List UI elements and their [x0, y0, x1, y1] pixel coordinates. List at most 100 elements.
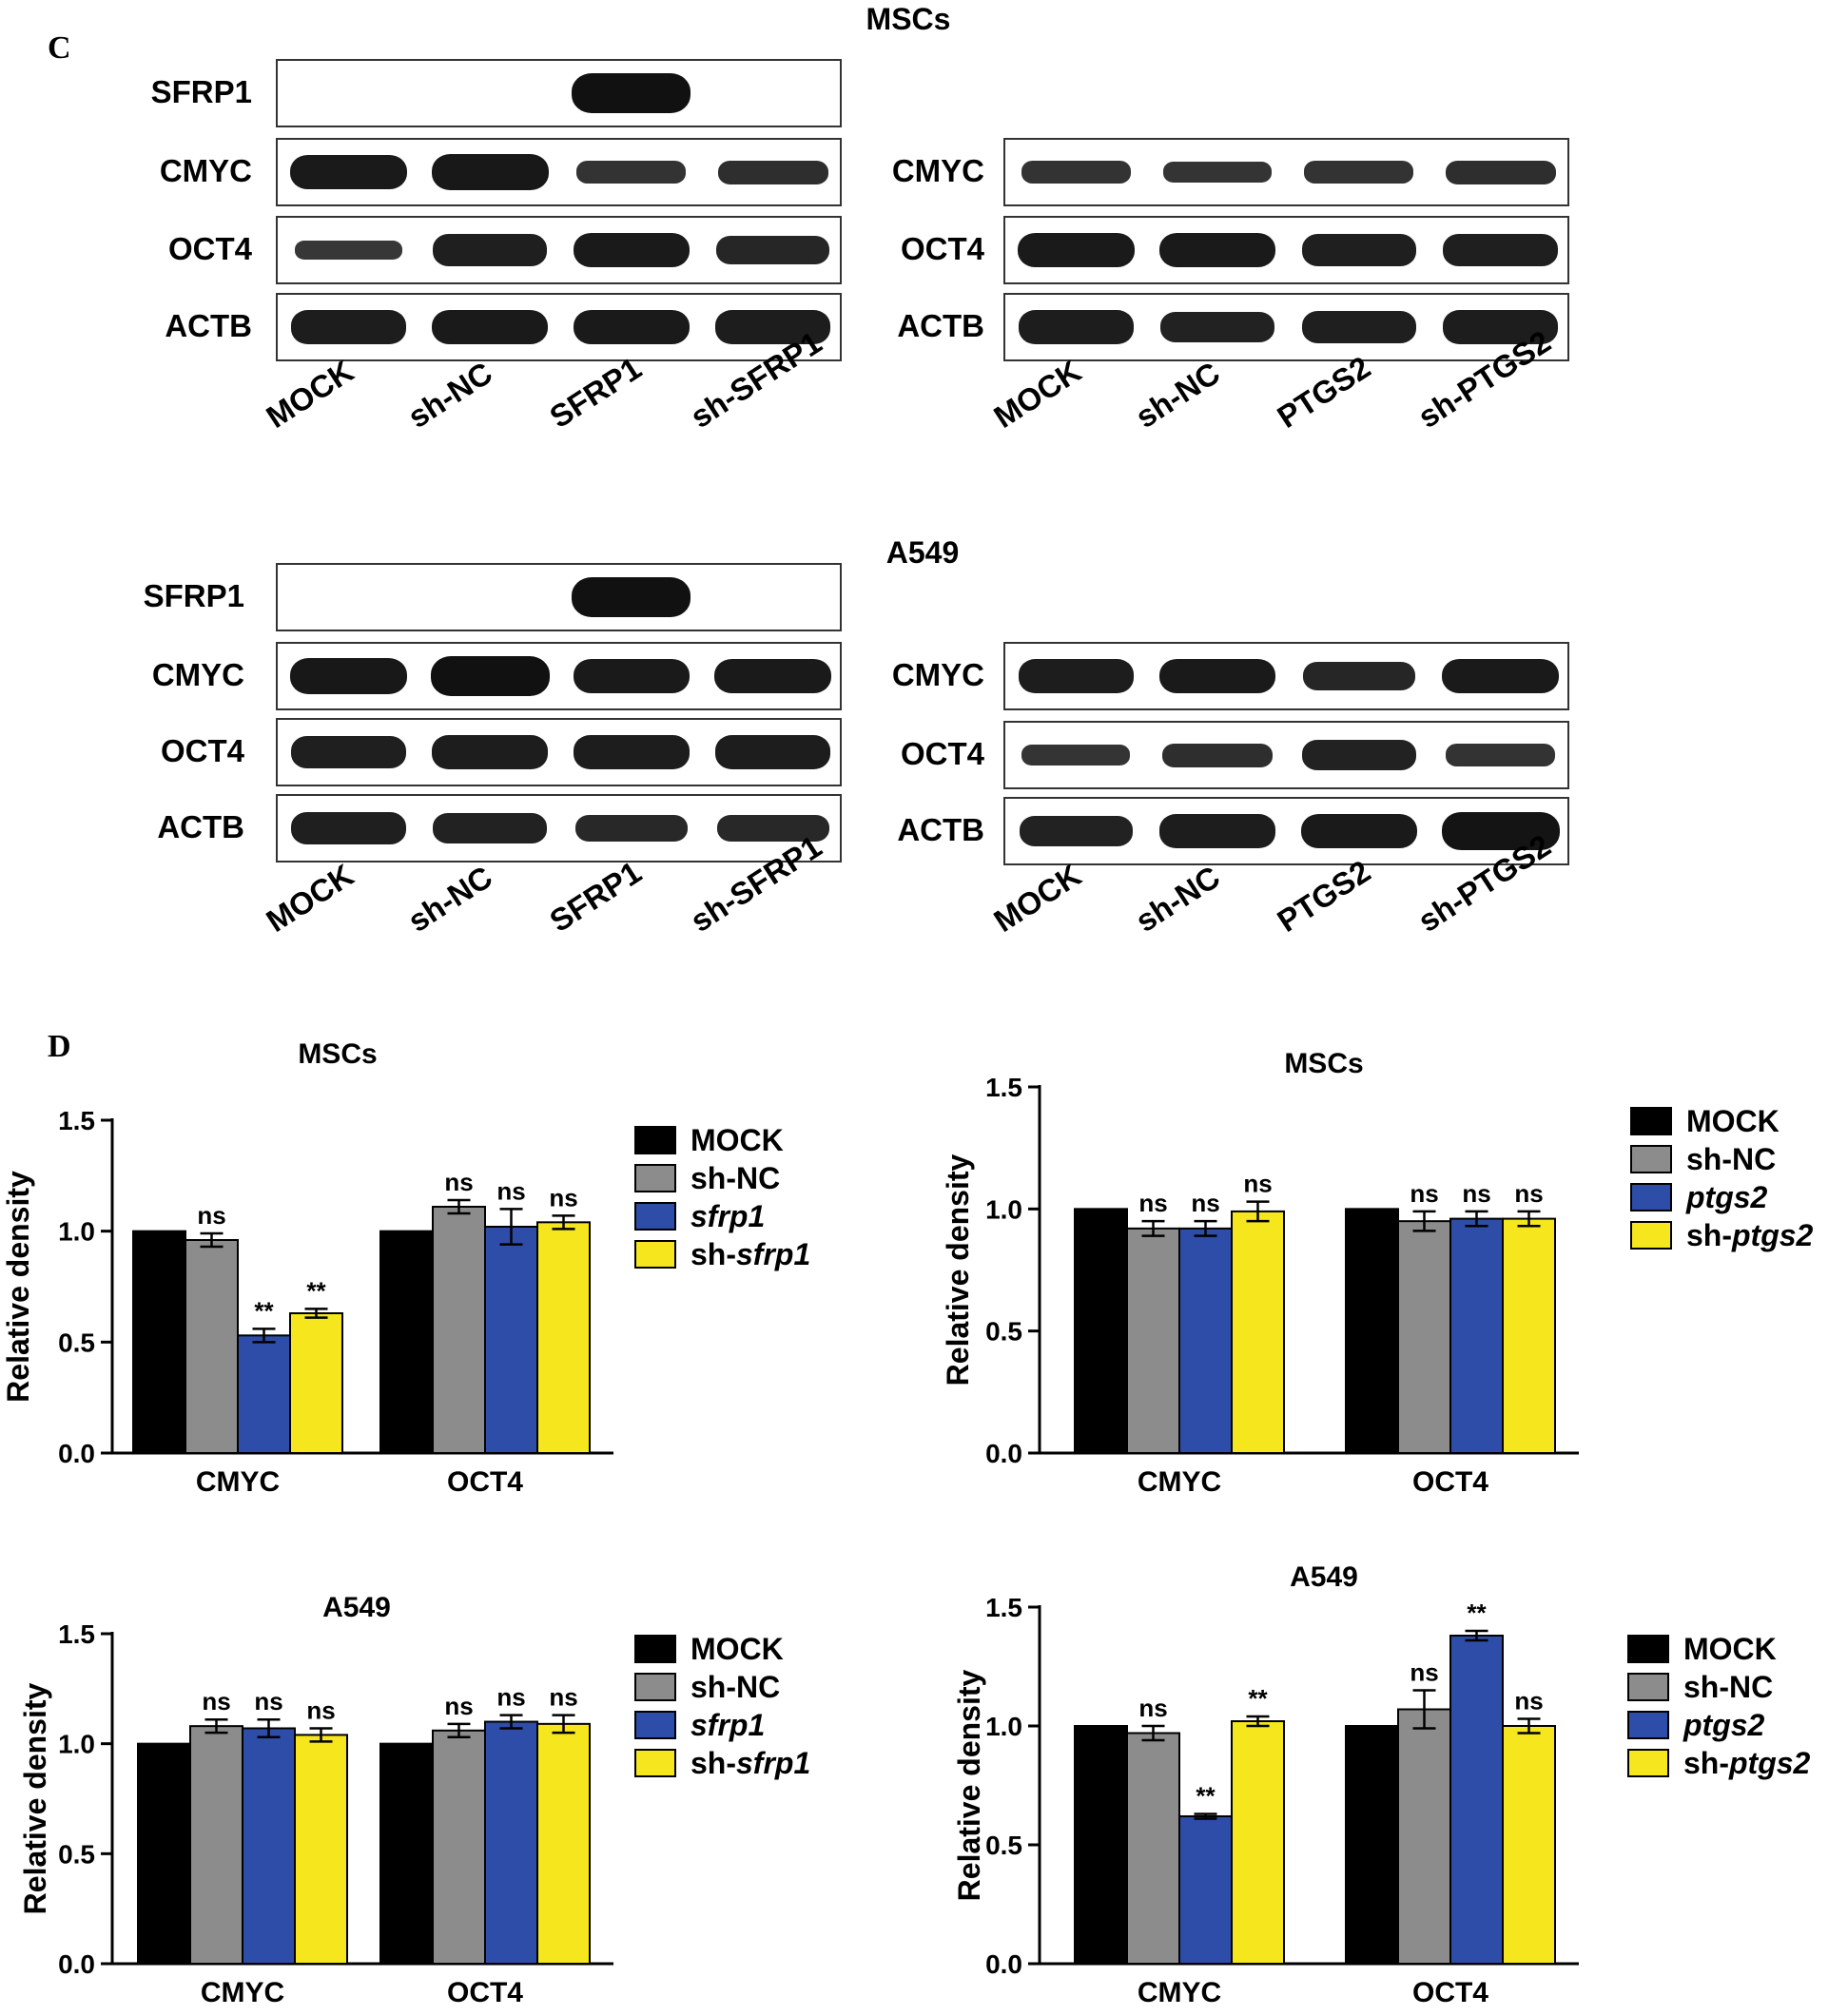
blot-band: [432, 735, 548, 769]
panel-letter-d: D: [48, 1029, 71, 1064]
blot-strip-cmyc: [1003, 138, 1569, 206]
blot-row-label-actb: ACTB: [897, 308, 984, 343]
blot-band: [714, 658, 831, 694]
y-tick-label: 0.5: [985, 1317, 1022, 1347]
significance-label: ns: [1514, 1687, 1543, 1716]
chart-title: A549: [322, 1592, 391, 1623]
bar: [484, 1226, 538, 1454]
legend-label: sh-NC: [1683, 1670, 1773, 1704]
chart-title: MSCs: [298, 1038, 377, 1070]
bar: [536, 1722, 591, 1966]
bar: [242, 1727, 296, 1966]
significance-label: ns: [444, 1692, 473, 1720]
blot-band: [716, 235, 829, 265]
legend-swatch: [634, 1126, 676, 1154]
bar: [432, 1729, 486, 1965]
blot-band: [290, 310, 407, 344]
legend-swatch: [634, 1635, 676, 1663]
bar: [1074, 1208, 1128, 1455]
y-tick-label: 0.0: [58, 1949, 95, 1979]
blot-row-label-cmyc: CMYC: [891, 153, 984, 188]
blot-band: [573, 658, 690, 694]
blot-band: [1018, 232, 1135, 268]
legend-label: sh-NC: [691, 1670, 780, 1704]
blot-band: [572, 73, 691, 113]
legend-swatch: [634, 1749, 676, 1777]
blot-band: [290, 154, 407, 190]
blot-band: [1441, 811, 1560, 851]
y-tick-label: 1.5: [58, 1106, 95, 1135]
significance-label: ns: [1191, 1189, 1219, 1217]
y-tick-label: 1.0: [58, 1730, 95, 1759]
legend-label: sh-NC: [691, 1161, 780, 1195]
blot-band: [1446, 744, 1556, 766]
bar: [1449, 1217, 1504, 1454]
legend-swatch: [1627, 1749, 1669, 1777]
legend-label: sh-NC: [1686, 1142, 1776, 1176]
significance-label: ns: [306, 1696, 335, 1724]
bar: [379, 1742, 434, 1965]
y-tick-label: 1.5: [985, 1073, 1022, 1102]
bar: [1345, 1208, 1399, 1455]
blot-strip-actb: [276, 293, 842, 361]
bar: [1178, 1227, 1233, 1455]
blot-band: [1302, 740, 1416, 770]
y-tick-label: 0.5: [58, 1839, 95, 1869]
bar: [1178, 1815, 1233, 1965]
significance-label: **: [306, 1276, 326, 1305]
bar: [185, 1239, 239, 1454]
x-category-label: OCT4: [447, 1466, 523, 1498]
significance-label: ns: [496, 1176, 525, 1205]
blot-strip-cmyc: [276, 138, 842, 206]
blot-band: [289, 657, 407, 695]
significance-label: ns: [1410, 1658, 1438, 1687]
bar: [536, 1221, 591, 1455]
blot-band: [576, 161, 687, 184]
blot-row-label-oct4: OCT4: [900, 736, 984, 771]
significance-label: ns: [1410, 1179, 1438, 1208]
blot-band: [1301, 234, 1417, 266]
y-tick-label: 0.0: [58, 1439, 95, 1468]
blot-band: [1445, 160, 1556, 184]
bar: [1345, 1725, 1399, 1965]
legend-label: sfrp1: [691, 1199, 765, 1233]
bar: [1126, 1227, 1180, 1455]
legend-label: sfrp1: [691, 1708, 765, 1742]
bar: [1231, 1720, 1285, 1965]
significance-label: ns: [496, 1683, 525, 1712]
legend-label-italic-part: sfrp1: [736, 1237, 810, 1271]
blot-band: [1301, 311, 1417, 343]
blot-row-label-cmyc: CMYC: [891, 657, 984, 692]
blot-strip-actb: [1003, 797, 1569, 865]
bar: [484, 1720, 538, 1965]
blot-row-label-oct4: OCT4: [167, 231, 252, 266]
y-axis-label: Relative density: [952, 1669, 986, 1901]
bar: [1231, 1210, 1285, 1455]
legend-swatch: [1630, 1107, 1672, 1135]
significance-label: ns: [549, 1683, 577, 1712]
significance-label: **: [1467, 1599, 1487, 1627]
legend-label: MOCK: [1683, 1632, 1777, 1666]
blot-strip-oct4: [1003, 721, 1569, 789]
bar: [1449, 1635, 1504, 1965]
blot-strip-cmyc: [1003, 642, 1569, 710]
blot-band: [1158, 232, 1276, 268]
legend-swatch: [634, 1673, 676, 1701]
significance-label: **: [1248, 1684, 1268, 1713]
y-axis-label: Relative density: [941, 1153, 975, 1386]
blot-band: [1158, 658, 1276, 694]
blot-row-label-sfrp1: SFRP1: [150, 74, 252, 109]
legend-label: sh-ptgs2: [1686, 1218, 1814, 1252]
blot-band: [431, 153, 549, 191]
bar: [432, 1206, 486, 1454]
blot-row-label-cmyc: CMYC: [151, 657, 244, 692]
blot-band: [574, 814, 688, 843]
significance-label: ns: [1138, 1694, 1167, 1722]
blot-title-mscs: MSCs: [866, 2, 951, 36]
legend-swatch: [1627, 1673, 1669, 1701]
y-tick-label: 1.5: [58, 1619, 95, 1649]
y-tick-label: 1.0: [985, 1194, 1022, 1224]
y-tick-label: 0.5: [58, 1328, 95, 1357]
blot-band: [1442, 310, 1559, 344]
bar: [294, 1734, 348, 1965]
